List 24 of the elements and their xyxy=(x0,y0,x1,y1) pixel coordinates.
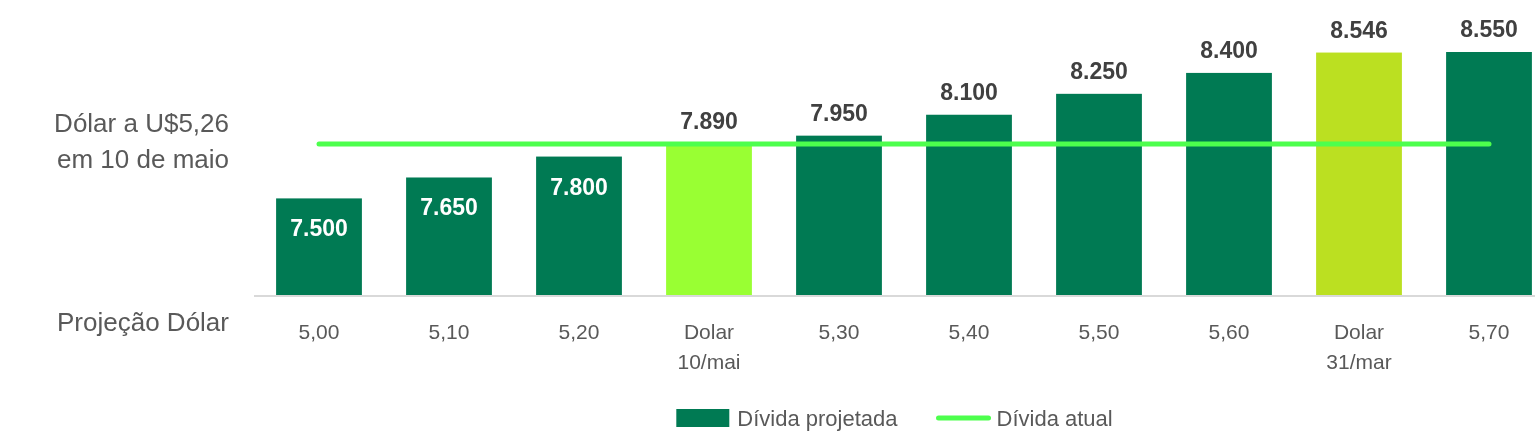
x-tick-label: 5,60 xyxy=(1208,320,1250,343)
data-label: 8.100 xyxy=(940,78,998,105)
x-tick-label: 5,30 xyxy=(818,320,860,343)
data-label: 7.800 xyxy=(550,173,608,200)
x-tick-label: Dolar 10/mai xyxy=(677,320,741,373)
x-tick-label: 5,70 xyxy=(1468,320,1510,343)
x-tick-label: 5,10 xyxy=(428,320,470,343)
x-tick-label: 5,40 xyxy=(948,320,990,343)
data-label: 8.546 xyxy=(1330,16,1388,43)
legend-label: Dívida projetada xyxy=(737,406,899,431)
data-label: 7.950 xyxy=(810,99,868,126)
x-axis-title: Projeção Dólar xyxy=(57,307,230,337)
data-label: 7.890 xyxy=(680,108,738,135)
x-tick-label: 5,20 xyxy=(558,320,600,343)
legend-label: Dívida atual xyxy=(996,406,1113,431)
data-label: 7.650 xyxy=(420,194,478,221)
data-label: 8.400 xyxy=(1200,36,1258,63)
x-tick-label: Dolar 31/mar xyxy=(1326,320,1392,373)
x-tick-label: 5,50 xyxy=(1078,320,1120,343)
data-label: 7.500 xyxy=(290,215,348,242)
x-tick-label: 5,00 xyxy=(298,320,340,343)
data-label: 8.250 xyxy=(1070,57,1128,84)
data-label: 8.550 xyxy=(1460,16,1518,42)
text: Dólar a U$5,26 em 10 de maio xyxy=(54,108,229,174)
